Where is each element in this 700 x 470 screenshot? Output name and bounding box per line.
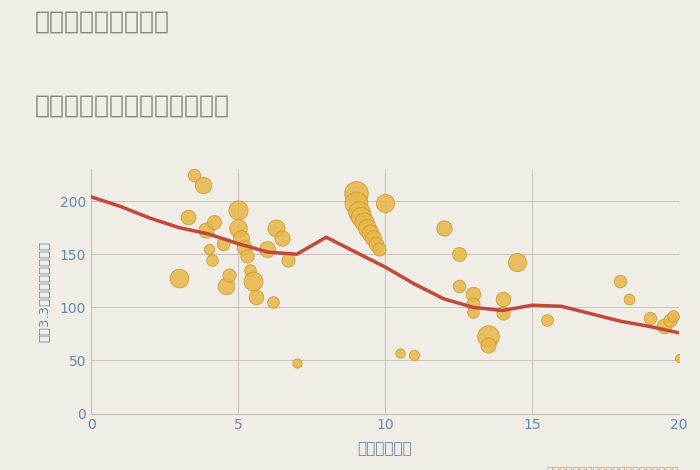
Text: 駅距離別中古マンション価格: 駅距離別中古マンション価格 bbox=[35, 94, 230, 118]
Point bbox=[624, 295, 635, 303]
Point bbox=[267, 298, 279, 306]
Point bbox=[282, 256, 293, 263]
Point bbox=[220, 282, 232, 290]
Point bbox=[206, 256, 217, 263]
Point bbox=[541, 316, 552, 324]
Point bbox=[271, 224, 282, 231]
Point bbox=[350, 189, 361, 196]
Point bbox=[262, 245, 273, 253]
Point bbox=[174, 274, 185, 282]
Point bbox=[453, 282, 464, 290]
Point bbox=[673, 354, 685, 362]
Point bbox=[247, 277, 258, 284]
Point bbox=[232, 224, 244, 231]
Point bbox=[453, 251, 464, 258]
Point bbox=[197, 181, 209, 189]
Point bbox=[235, 235, 246, 242]
Point bbox=[356, 213, 367, 221]
Point bbox=[238, 243, 249, 251]
Point bbox=[468, 290, 479, 298]
Point bbox=[659, 323, 670, 330]
Point bbox=[203, 245, 214, 253]
X-axis label: 駅距離（分）: 駅距離（分） bbox=[358, 441, 412, 456]
Point bbox=[379, 199, 391, 207]
Point bbox=[664, 316, 676, 324]
Point bbox=[482, 341, 493, 348]
Point bbox=[668, 312, 679, 320]
Point bbox=[200, 226, 211, 234]
Point bbox=[241, 252, 253, 260]
Point bbox=[183, 213, 194, 221]
Point bbox=[218, 240, 229, 247]
Point bbox=[497, 309, 508, 316]
Point bbox=[438, 224, 449, 231]
Text: 埼玉県志木市本町の: 埼玉県志木市本町の bbox=[35, 9, 170, 33]
Point bbox=[482, 332, 493, 340]
Point bbox=[468, 308, 479, 315]
Point bbox=[468, 300, 479, 308]
Point bbox=[374, 245, 385, 253]
Point bbox=[394, 349, 405, 357]
Point bbox=[209, 219, 220, 226]
Point bbox=[250, 293, 261, 300]
Point bbox=[188, 171, 199, 178]
Point bbox=[232, 206, 244, 213]
Point bbox=[276, 235, 288, 242]
Point bbox=[350, 199, 361, 207]
Point bbox=[615, 277, 626, 284]
Point bbox=[644, 314, 655, 322]
Point bbox=[291, 359, 302, 366]
Text: 円の大きさは、取引のあった物件面積を示す: 円の大きさは、取引のあった物件面積を示す bbox=[547, 467, 679, 470]
Point bbox=[512, 258, 523, 266]
Point bbox=[353, 208, 364, 215]
Point bbox=[362, 224, 373, 231]
Point bbox=[223, 272, 235, 279]
Point bbox=[409, 352, 420, 359]
Point bbox=[370, 240, 382, 247]
Point bbox=[365, 229, 376, 237]
Y-axis label: 坪（3.3㎡）単価（万円）: 坪（3.3㎡）単価（万円） bbox=[38, 241, 51, 342]
Point bbox=[497, 295, 508, 303]
Point bbox=[359, 219, 370, 226]
Point bbox=[368, 235, 379, 242]
Point bbox=[244, 266, 256, 274]
